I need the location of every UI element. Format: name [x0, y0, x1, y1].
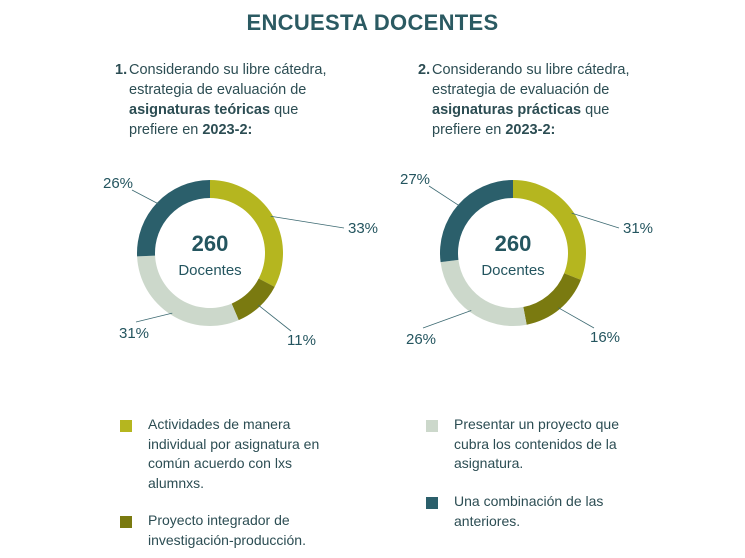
leader-line [558, 307, 595, 329]
legend-item-individual: Actividades de manera individual por asi… [120, 415, 348, 493]
donut-slice [137, 180, 210, 257]
slice-label: 11% [287, 332, 316, 349]
question-line: Considerando su libre cátedra, [432, 62, 630, 78]
donut-slice [231, 278, 275, 321]
legend-swatch [426, 497, 438, 509]
question-bold: 2023-2: [202, 122, 253, 138]
slice-label: 16% [590, 329, 620, 346]
question-line: prefiere en 2023-2: [432, 120, 672, 140]
slice-label: 31% [119, 325, 149, 342]
leader-line [257, 304, 292, 332]
center-label: Docentes [481, 262, 544, 279]
question-text: que [581, 102, 610, 118]
legend-item-combinacion: Una combinación de las anteriores. [426, 492, 654, 531]
question-bold: asignaturas prácticas [432, 102, 582, 118]
question-bold: asignaturas teóricas [129, 102, 271, 118]
slice-label: 33% [348, 220, 378, 237]
donut-slice [137, 255, 239, 326]
question-number: 2. [418, 62, 431, 78]
leader-line [270, 215, 345, 229]
slice-label: 27% [400, 171, 430, 188]
legend-label: Actividades de manera individual por asi… [148, 416, 320, 491]
donut-slice [210, 180, 283, 287]
legend-item-integrador: Proyecto integrador de investigación-pro… [120, 511, 348, 550]
slice-label: 31% [623, 220, 653, 237]
leader-line [131, 189, 159, 205]
legend-swatch [426, 420, 438, 432]
leader-line [135, 312, 173, 323]
question-text: prefiere en [129, 122, 203, 138]
question-bold: 2023-2: [505, 122, 556, 138]
legend-swatch [120, 420, 132, 432]
donut-slice [523, 273, 581, 325]
question-line: estrategia de evaluación de [129, 82, 307, 98]
slice-label: 26% [103, 175, 133, 192]
center-number: 260 [192, 231, 229, 256]
legend-item-proyecto: Presentar un proyecto que cubra los cont… [426, 415, 654, 474]
question-line: Considerando su libre cátedra, [129, 62, 327, 78]
center-label: Docentes [178, 262, 241, 279]
legend-label: Presentar un proyecto que cubra los cont… [454, 416, 619, 471]
question-line: prefiere en 2023-2: [129, 120, 369, 140]
donut-chart-2: 31% 16% 26% 27% 260 Docentes [400, 171, 653, 348]
leader-line [428, 185, 460, 207]
donut-slice [513, 180, 586, 280]
question-line: asignaturas teóricas que [129, 100, 369, 120]
legend-label: Proyecto integrador de investigación-pro… [148, 512, 306, 548]
donut-slice [440, 259, 527, 326]
page-title: ENCUESTA DOCENTES [246, 10, 499, 35]
donut-slice [440, 180, 513, 263]
question-text: prefiere en [432, 122, 506, 138]
question-2: 2. Considerando su libre cátedra, estrat… [418, 60, 672, 140]
question-line: estrategia de evaluación de [432, 82, 610, 98]
question-text: que [270, 102, 299, 118]
donut-chart-1: 33% 11% 31% 26% 260 Docentes [103, 175, 378, 349]
slice-label: 26% [406, 331, 436, 348]
legend-swatch [120, 516, 132, 528]
leader-line [422, 310, 472, 329]
question-1: 1. Considerando su libre cátedra, estrat… [115, 60, 369, 140]
legend-label: Una combinación de las anteriores. [454, 493, 604, 529]
center-number: 260 [495, 231, 532, 256]
question-number: 1. [115, 62, 128, 78]
question-line: asignaturas prácticas que [432, 100, 672, 120]
leader-line [571, 212, 620, 229]
